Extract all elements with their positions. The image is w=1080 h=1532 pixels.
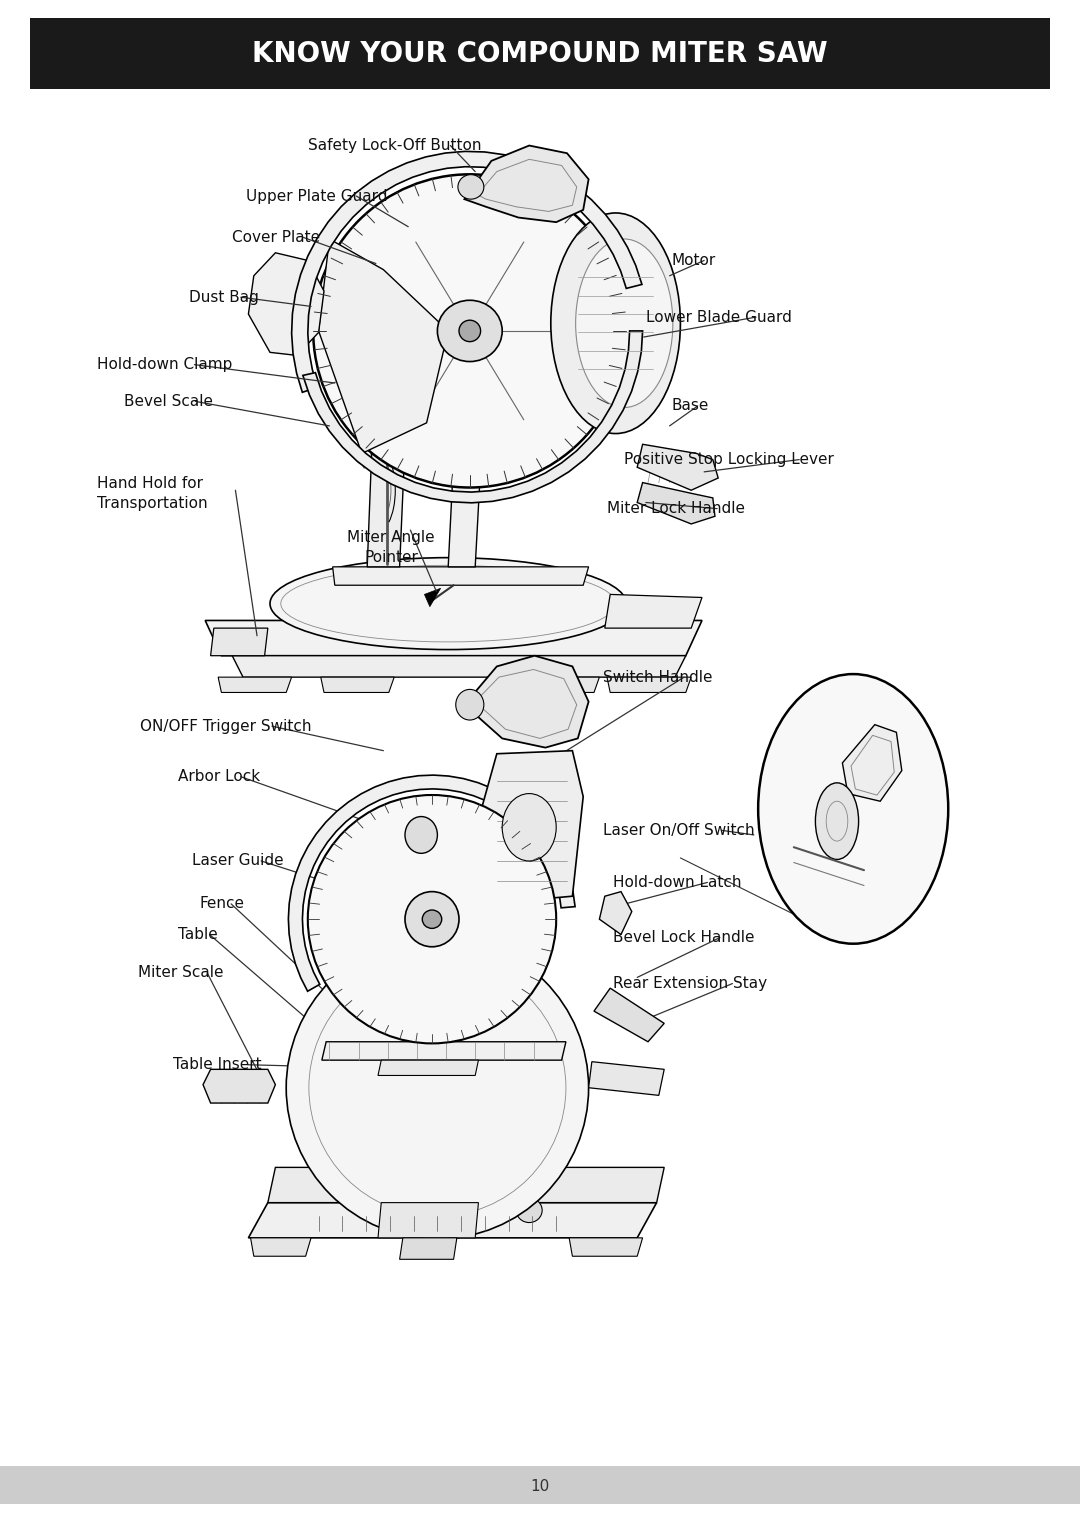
Polygon shape: [268, 1167, 664, 1203]
Polygon shape: [400, 1238, 457, 1259]
Text: Miter Scale: Miter Scale: [138, 965, 224, 980]
Ellipse shape: [462, 1198, 488, 1223]
Polygon shape: [321, 677, 394, 692]
Ellipse shape: [405, 892, 459, 947]
Text: Miter Angle
Pointer: Miter Angle Pointer: [347, 530, 435, 565]
Polygon shape: [248, 1203, 657, 1238]
Ellipse shape: [286, 936, 589, 1239]
Polygon shape: [248, 253, 324, 355]
Polygon shape: [599, 892, 632, 935]
Polygon shape: [378, 1060, 478, 1075]
Text: KNOW YOUR COMPOUND MITER SAW: KNOW YOUR COMPOUND MITER SAW: [253, 40, 827, 67]
Ellipse shape: [367, 409, 406, 449]
Polygon shape: [378, 1203, 478, 1238]
Text: Bevel Scale: Bevel Scale: [124, 394, 213, 409]
Polygon shape: [292, 152, 642, 392]
Polygon shape: [594, 988, 664, 1042]
Text: 10: 10: [530, 1478, 550, 1494]
Polygon shape: [302, 331, 643, 502]
Polygon shape: [424, 588, 441, 607]
Text: Hand Hold for
Transportation: Hand Hold for Transportation: [97, 476, 207, 510]
Polygon shape: [288, 775, 575, 991]
Text: Table Insert: Table Insert: [173, 1057, 261, 1072]
Ellipse shape: [437, 300, 502, 362]
Ellipse shape: [408, 1198, 434, 1223]
Text: Motor: Motor: [672, 253, 716, 268]
Polygon shape: [515, 677, 599, 692]
Text: Bevel Lock Handle: Bevel Lock Handle: [613, 930, 755, 945]
Polygon shape: [251, 1238, 311, 1256]
Polygon shape: [637, 444, 718, 490]
Text: Switch Handle: Switch Handle: [603, 669, 712, 685]
Polygon shape: [607, 677, 691, 692]
Text: Safety Lock-Off Button: Safety Lock-Off Button: [308, 138, 482, 153]
Polygon shape: [605, 594, 702, 628]
Text: Hold-down Clamp: Hold-down Clamp: [97, 357, 232, 372]
Polygon shape: [448, 460, 481, 567]
Text: Hand Hold for
Transportation: Hand Hold for Transportation: [420, 1129, 530, 1164]
Polygon shape: [203, 1069, 275, 1103]
Text: Arbor Lock: Arbor Lock: [178, 769, 260, 784]
FancyBboxPatch shape: [0, 1466, 1080, 1504]
Polygon shape: [205, 620, 702, 656]
Ellipse shape: [367, 997, 389, 1019]
Ellipse shape: [576, 239, 673, 408]
Ellipse shape: [456, 689, 484, 720]
Ellipse shape: [459, 320, 481, 342]
Ellipse shape: [422, 910, 442, 928]
Polygon shape: [569, 1238, 643, 1256]
Ellipse shape: [405, 817, 437, 853]
Ellipse shape: [815, 783, 859, 859]
Polygon shape: [333, 567, 589, 585]
Polygon shape: [421, 276, 486, 429]
Ellipse shape: [313, 175, 626, 487]
Text: Cover Plate: Cover Plate: [232, 230, 321, 245]
Ellipse shape: [516, 1198, 542, 1223]
Polygon shape: [218, 677, 292, 692]
Polygon shape: [367, 429, 405, 567]
Text: Base: Base: [672, 398, 710, 414]
Text: Lower Blade Guard: Lower Blade Guard: [646, 309, 792, 325]
Text: Dust Bag: Dust Bag: [189, 290, 259, 305]
Ellipse shape: [270, 558, 626, 650]
Text: Positive Stop Locking Lever: Positive Stop Locking Lever: [624, 452, 834, 467]
Text: Rear Extension Stay: Rear Extension Stay: [613, 976, 768, 991]
Text: Laser On/Off Switch: Laser On/Off Switch: [603, 823, 754, 838]
Polygon shape: [481, 751, 583, 904]
Text: Upper Plate Guard: Upper Plate Guard: [246, 188, 388, 204]
Ellipse shape: [551, 213, 680, 434]
Circle shape: [758, 674, 948, 944]
Text: Miter Lock Handle: Miter Lock Handle: [607, 501, 745, 516]
Polygon shape: [319, 239, 448, 453]
Text: Table: Table: [178, 927, 218, 942]
Polygon shape: [464, 146, 589, 222]
Polygon shape: [322, 1042, 566, 1060]
Polygon shape: [589, 1062, 664, 1095]
Polygon shape: [232, 656, 686, 677]
FancyBboxPatch shape: [30, 18, 1050, 89]
Polygon shape: [637, 483, 715, 524]
Polygon shape: [464, 656, 589, 748]
Ellipse shape: [458, 175, 484, 199]
Polygon shape: [842, 725, 902, 801]
Polygon shape: [211, 628, 268, 656]
Ellipse shape: [502, 794, 556, 861]
Text: Fence: Fence: [200, 896, 245, 912]
Text: ON/OFF Trigger Switch: ON/OFF Trigger Switch: [140, 719, 312, 734]
Text: Laser Guide: Laser Guide: [192, 853, 284, 869]
Ellipse shape: [308, 795, 556, 1043]
Text: Hold-down Latch: Hold-down Latch: [613, 875, 742, 890]
